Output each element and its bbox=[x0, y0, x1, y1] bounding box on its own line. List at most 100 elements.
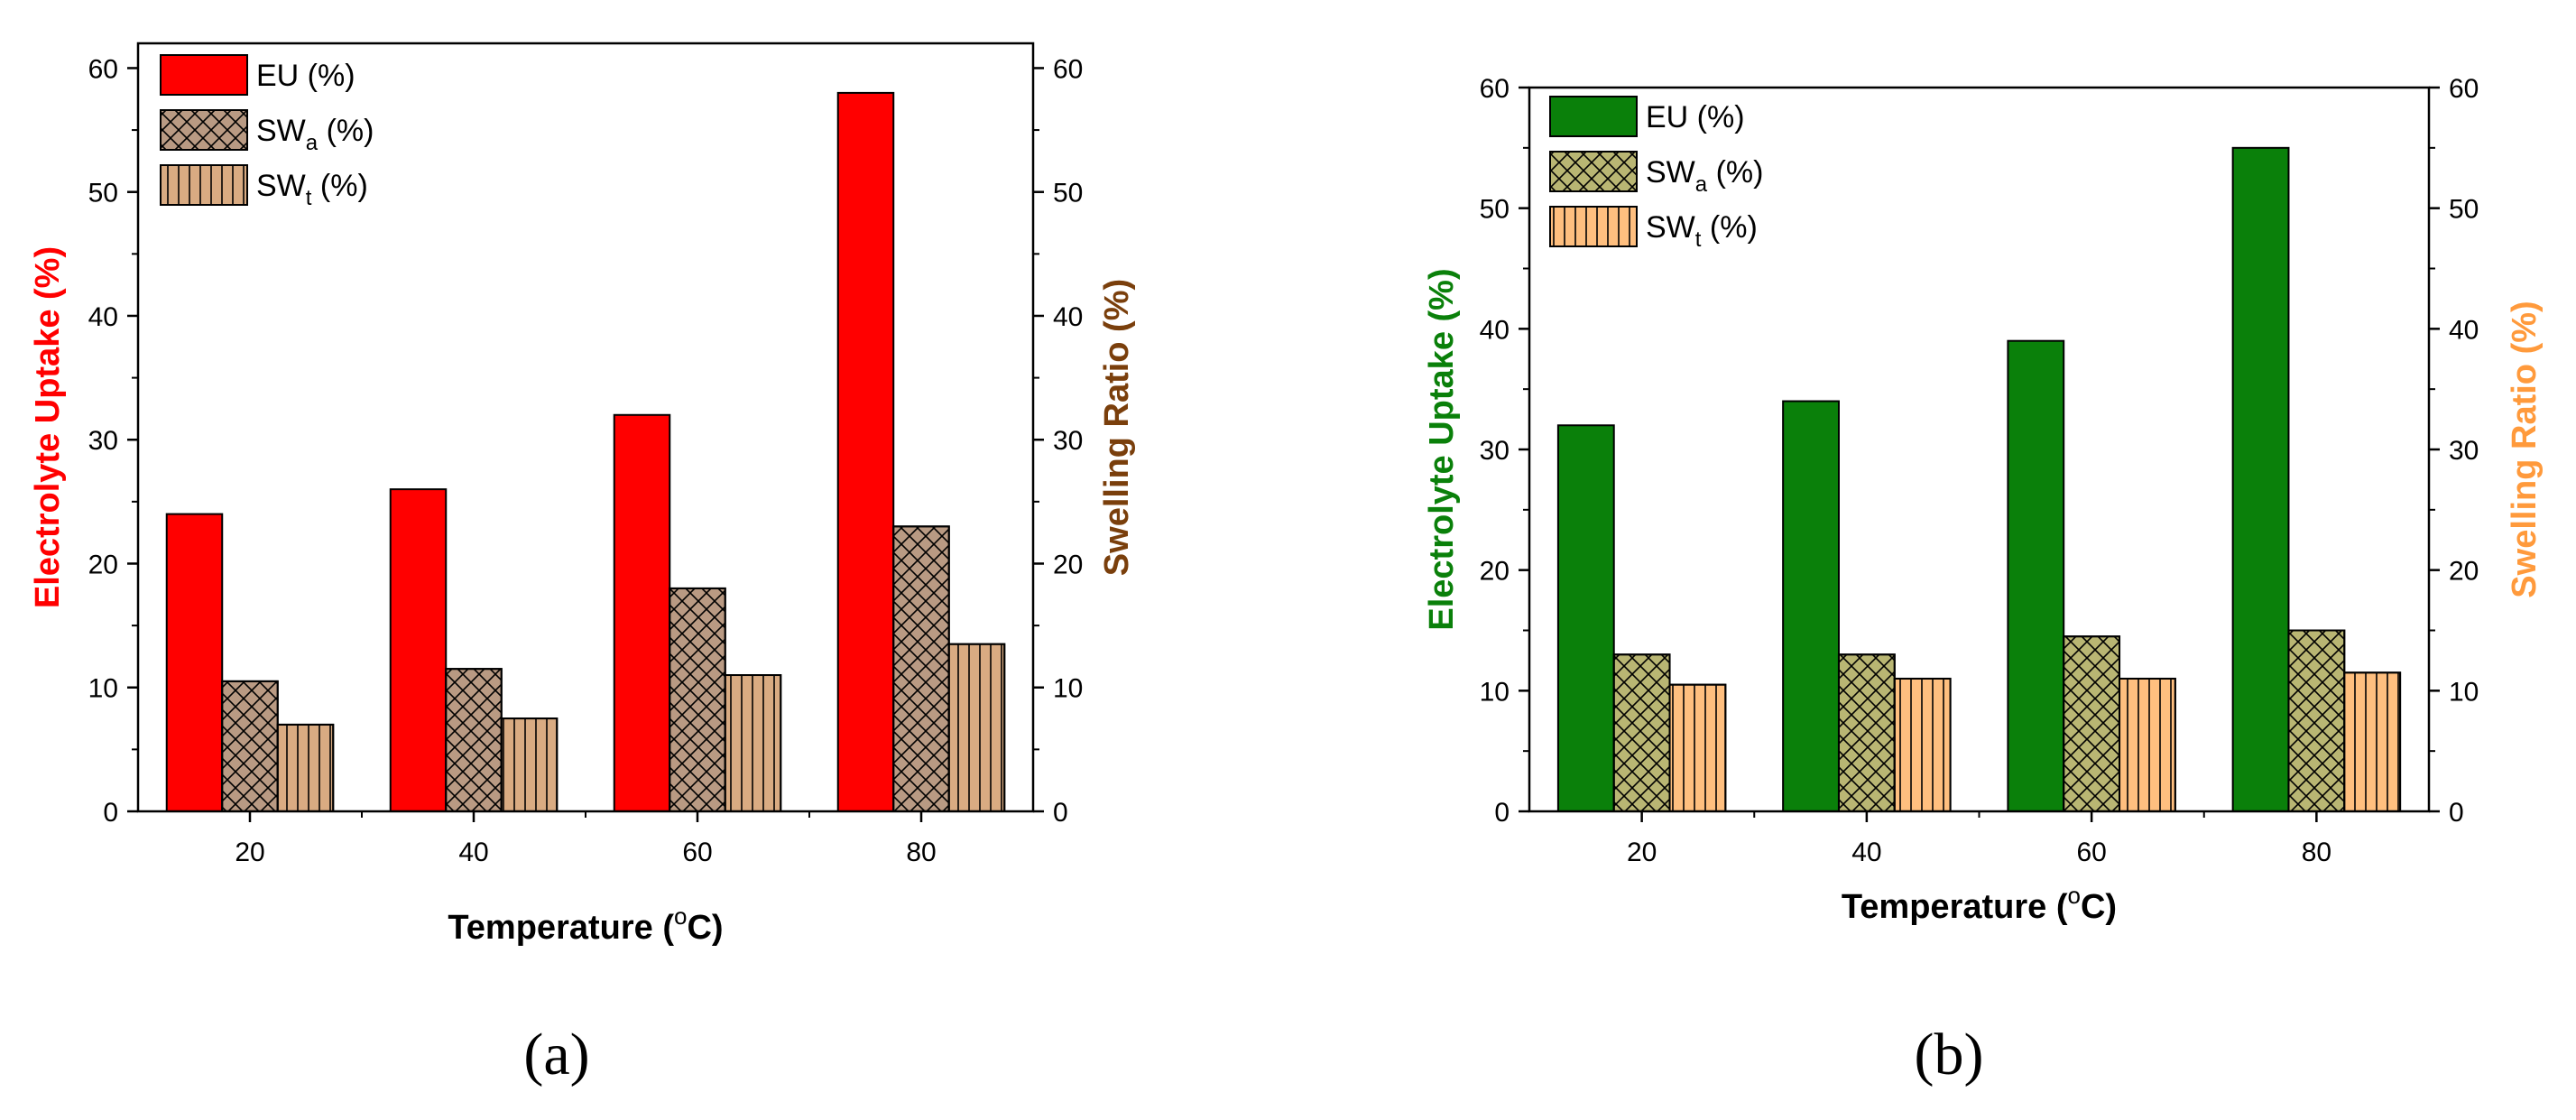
right-tick-label-0: 0 bbox=[2449, 798, 2464, 828]
panel-label: (a) bbox=[523, 1022, 589, 1088]
right-tick-label-50: 50 bbox=[1053, 179, 1083, 208]
legend-swatch-swa-hatch bbox=[1549, 151, 1638, 192]
legend-label-unit: (%) bbox=[1707, 155, 1763, 190]
legend-label-base: EU bbox=[1646, 100, 1688, 134]
left-tick-label-50: 50 bbox=[88, 179, 118, 208]
bar-swt-80-hatch bbox=[947, 643, 1006, 812]
bar-swt-80-hatch bbox=[2343, 671, 2402, 812]
legend-label-swa: SWa (%) bbox=[1646, 155, 1763, 197]
left-tick-label-30: 30 bbox=[1480, 436, 1510, 466]
legend-swatch-swt-hatch bbox=[160, 164, 248, 206]
left-tick-label-0: 0 bbox=[103, 798, 118, 828]
bar-eu-20 bbox=[165, 513, 224, 812]
left-tick-label-40: 40 bbox=[1480, 315, 1510, 345]
legend-label-base: SW bbox=[256, 169, 306, 203]
x-tick-label-60: 60 bbox=[2076, 838, 2106, 867]
x-axis-title-text: Temperature ( bbox=[1842, 888, 2068, 926]
left-tick-label-50: 50 bbox=[1480, 195, 1510, 225]
right-tick-label-60: 60 bbox=[1053, 54, 1083, 84]
x-tick-label-20: 20 bbox=[235, 838, 264, 867]
left-tick-label-30: 30 bbox=[88, 426, 118, 456]
legend-label-eu: EU (%) bbox=[1646, 100, 1745, 134]
legend-swatch-eu bbox=[1549, 96, 1638, 137]
panel-b-chart: 0 0 10 10 20 20 30 30 40 40 50 50 60 60 20 40 60 80 Temper… bbox=[1423, 74, 2544, 1088]
right-tick-label-20: 20 bbox=[2449, 557, 2479, 587]
x-axis-title-unit: C) bbox=[2081, 888, 2117, 926]
legend-label-base: SW bbox=[1646, 155, 1695, 190]
legend-label-unit: (%) bbox=[318, 114, 374, 148]
right-y-axis-title: Swelling Ratio (%) bbox=[2506, 301, 2544, 597]
bar-swt-20-hatch bbox=[276, 723, 335, 813]
right-tick-label-10: 10 bbox=[2449, 677, 2479, 707]
left-tick-label-20: 20 bbox=[1480, 557, 1510, 587]
bar-eu-40 bbox=[1782, 400, 1840, 812]
left-tick-label-60: 60 bbox=[1480, 74, 1510, 104]
bar-eu-80 bbox=[836, 91, 895, 813]
x-tick-label-40: 40 bbox=[458, 838, 488, 867]
legend-swatch-swa-hatch bbox=[160, 109, 248, 151]
left-y-axis-title: Electrolyte Uptake (%) bbox=[29, 246, 67, 608]
left-tick-label-10: 10 bbox=[88, 674, 118, 704]
bar-swa-60-hatch bbox=[2063, 635, 2121, 813]
right-tick-label-40: 40 bbox=[2449, 315, 2479, 345]
right-tick-label-20: 20 bbox=[1053, 550, 1083, 579]
bar-swa-20-hatch bbox=[221, 680, 279, 812]
legend-label-base: EU bbox=[256, 59, 299, 93]
left-tick-label-40: 40 bbox=[88, 302, 118, 332]
legend-label-unit: (%) bbox=[1701, 210, 1757, 245]
right-y-axis-title: Swelling Ratio (%) bbox=[1098, 279, 1136, 576]
x-axis-title-text: Temperature ( bbox=[448, 909, 674, 947]
x-axis-title-degree: o bbox=[674, 902, 687, 930]
right-tick-label-10: 10 bbox=[1053, 674, 1083, 704]
bar-swt-20-hatch bbox=[1668, 683, 1727, 813]
x-tick-label-80: 80 bbox=[2302, 838, 2331, 867]
bar-swt-60-hatch bbox=[2119, 677, 2176, 813]
bar-eu-80 bbox=[2231, 146, 2290, 813]
legend-label-eu: EU (%) bbox=[256, 59, 355, 93]
bar-swa-40-hatch bbox=[1837, 653, 1896, 812]
bar-eu-60 bbox=[613, 413, 671, 812]
legend-label-base: SW bbox=[256, 114, 306, 148]
legend-swatch-swt-hatch bbox=[1549, 206, 1638, 247]
right-tick-label-0: 0 bbox=[1053, 798, 1068, 828]
x-axis-title-degree: o bbox=[2068, 882, 2081, 909]
legend-label-unit: (%) bbox=[1688, 100, 1744, 134]
right-tick-label-60: 60 bbox=[2449, 74, 2479, 104]
legend-label-subscript: t bbox=[306, 186, 312, 210]
bar-swt-40-hatch bbox=[500, 717, 559, 813]
legend-label-subscript: t bbox=[1695, 227, 1702, 252]
left-tick-label-10: 10 bbox=[1480, 677, 1510, 707]
right-tick-label-30: 30 bbox=[2449, 436, 2479, 466]
bar-eu-20 bbox=[1556, 424, 1615, 812]
right-y-axis-title-part: Swelling Ratio (%) bbox=[1098, 279, 1136, 576]
legend-label-base: SW bbox=[1646, 210, 1695, 245]
left-tick-label-60: 60 bbox=[88, 54, 118, 84]
bar-swa-60-hatch bbox=[669, 587, 726, 812]
right-tick-label-40: 40 bbox=[1053, 302, 1083, 332]
right-tick-label-50: 50 bbox=[2449, 195, 2479, 225]
right-y-axis-title-part: Swelling bbox=[2506, 449, 2544, 598]
left-tick-label-0: 0 bbox=[1494, 798, 1510, 828]
legend-label-unit: (%) bbox=[299, 59, 355, 93]
x-tick-label-40: 40 bbox=[1851, 838, 1881, 867]
x-tick-label-80: 80 bbox=[906, 838, 936, 867]
left-tick-label-20: 20 bbox=[88, 550, 118, 579]
panel-a-chart: 0 0 10 10 20 20 30 30 40 40 50 50 60 60 20 40 60 80 Temper… bbox=[29, 42, 1136, 1088]
legend-label-unit: (%) bbox=[311, 169, 367, 203]
x-axis-title: Temperature (oC) bbox=[448, 902, 723, 947]
legend-label-swa: SWa (%) bbox=[256, 114, 374, 155]
bar-swa-40-hatch bbox=[445, 668, 503, 812]
x-axis-title: Temperature (oC) bbox=[1842, 882, 2117, 926]
x-tick-label-20: 20 bbox=[1627, 838, 1657, 867]
legend-swatch-eu bbox=[160, 54, 248, 96]
right-tick-label-30: 30 bbox=[1053, 426, 1083, 456]
bar-swa-80-hatch bbox=[892, 525, 950, 812]
x-tick-label-60: 60 bbox=[682, 838, 712, 867]
legend-label-subscript: a bbox=[306, 131, 319, 155]
legend-label-swt: SWt (%) bbox=[1646, 210, 1758, 252]
bar-eu-60 bbox=[2007, 339, 2065, 812]
legend-label-swt: SWt (%) bbox=[256, 169, 368, 210]
x-axis-title-unit: C) bbox=[687, 909, 723, 947]
bar-swa-20-hatch bbox=[1612, 653, 1671, 812]
